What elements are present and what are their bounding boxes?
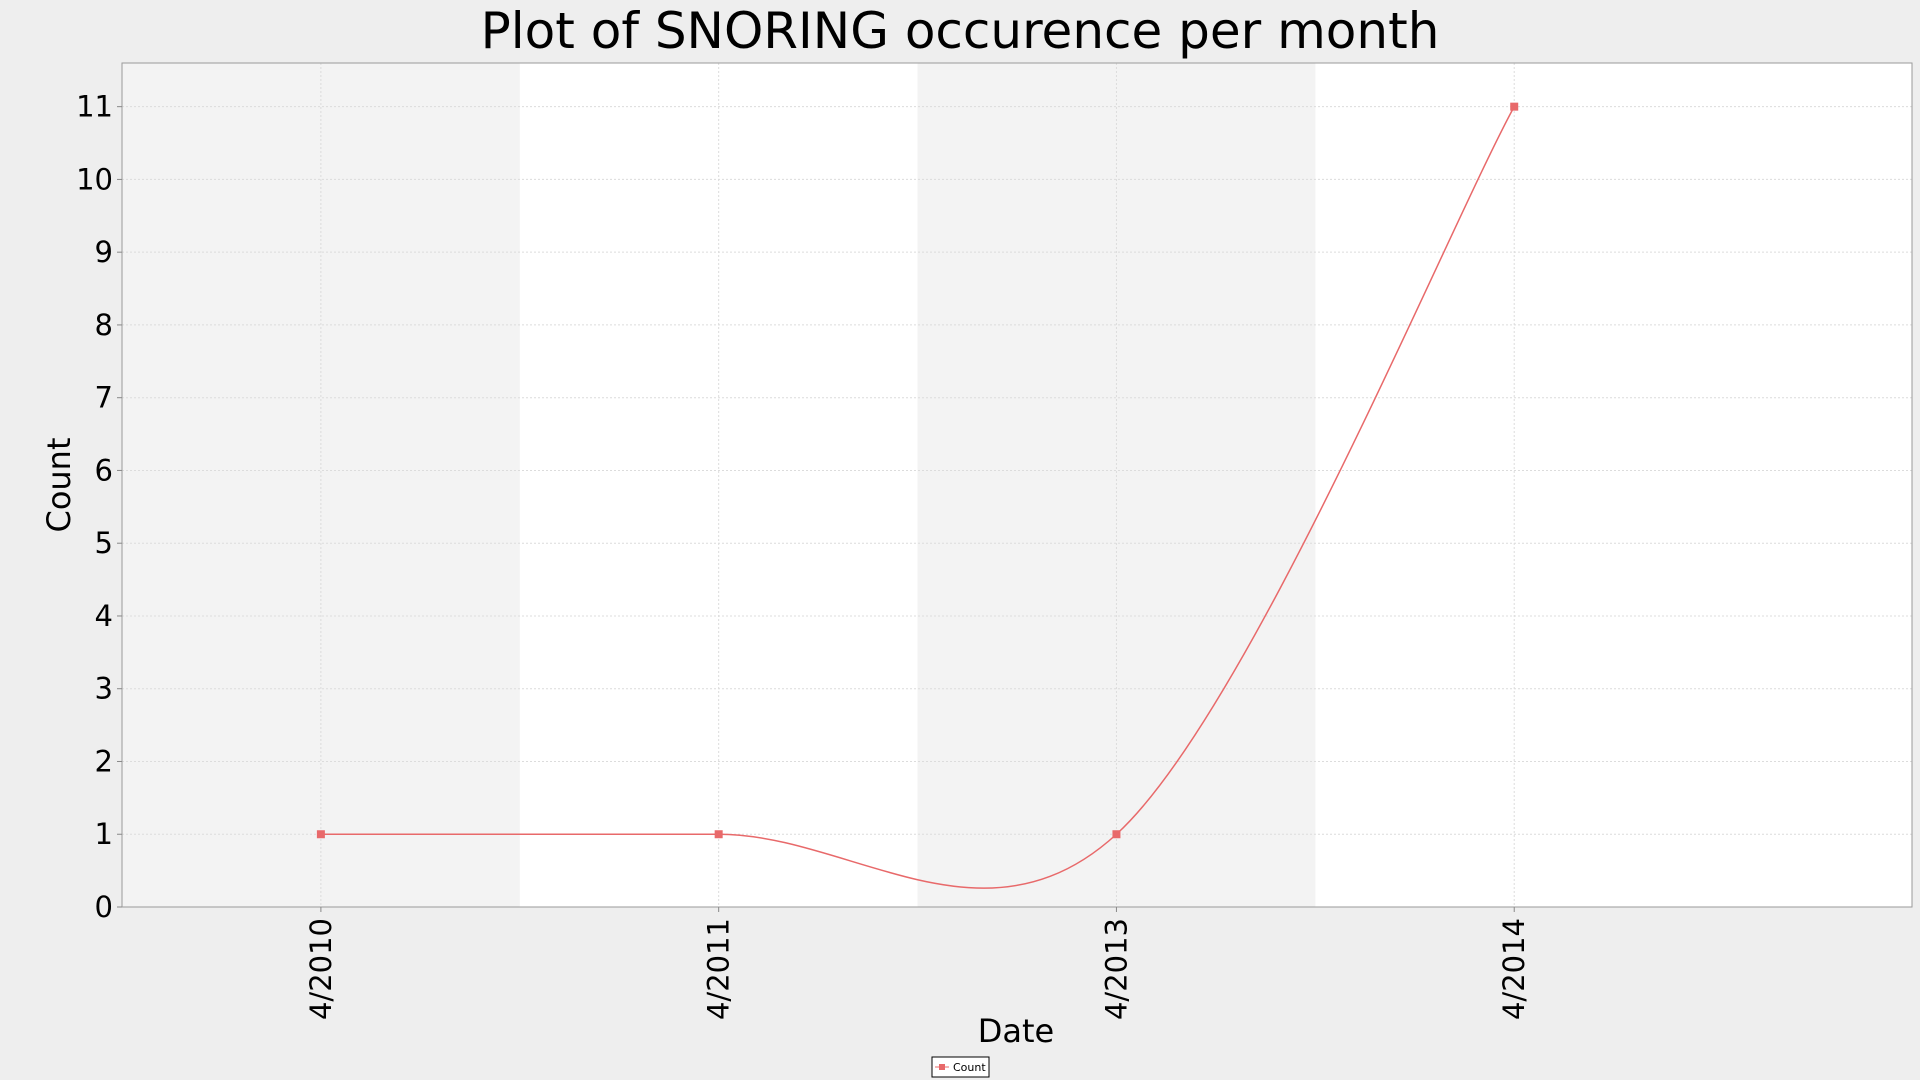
y-tick-label: 3 (95, 672, 113, 706)
x-tick-label: 4/2011 (702, 918, 736, 1020)
series-line-count (320, 106, 1515, 889)
data-point-marker (316, 830, 325, 839)
legend: Count (931, 1056, 990, 1078)
chart-title: Plot of SNORING occurence per month (481, 2, 1440, 60)
y-tick-label: 8 (95, 308, 113, 342)
background-band (1315, 63, 1912, 907)
data-point-marker (1112, 830, 1121, 839)
x-tick-label: 4/2010 (304, 918, 338, 1020)
x-axis-label: Date (978, 1012, 1054, 1050)
x-axis-ticks: 4/2010 4/2011 4/2013 4/2014 (304, 907, 1531, 1020)
series-layer (316, 102, 1519, 889)
legend-box (931, 1056, 990, 1078)
data-point-marker (1510, 102, 1519, 111)
y-tick-label: 0 (95, 890, 113, 924)
y-tick-label: 6 (95, 453, 113, 487)
y-tick-label: 10 (76, 162, 113, 196)
legend-label: Count (953, 1061, 986, 1074)
y-tick-label: 4 (95, 599, 113, 633)
data-point-marker (714, 830, 723, 839)
grid-lines (122, 63, 1912, 908)
legend-square-marker (939, 1064, 945, 1070)
y-axis-label: Count (40, 437, 78, 532)
y-tick-label: 9 (95, 235, 113, 269)
y-tick-label: 2 (95, 744, 113, 778)
y-tick-label: 5 (95, 526, 113, 560)
y-tick-label: 11 (76, 90, 113, 124)
plot-frame (121, 62, 1913, 908)
x-tick-label: 4/2013 (1099, 918, 1133, 1020)
y-tick-label: 7 (95, 381, 113, 415)
plot-background-bands (122, 63, 1912, 907)
y-tick-label: 1 (95, 817, 113, 851)
x-tick-label: 4/2014 (1497, 918, 1531, 1020)
y-axis-ticks: 0 1 2 3 4 5 6 7 8 9 10 11 (76, 90, 122, 924)
